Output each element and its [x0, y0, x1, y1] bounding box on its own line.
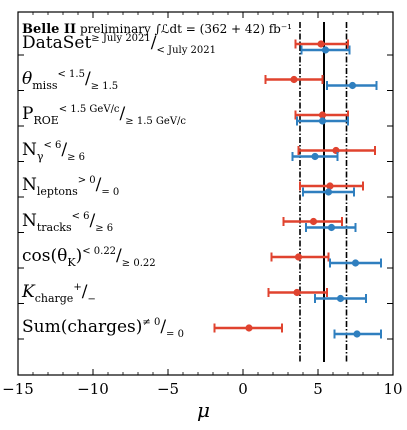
- category-split-lower: ≥ 1.5 GeV/c: [125, 116, 187, 127]
- category-split-upper: < 1.5 GeV/c: [58, 104, 120, 115]
- category-main-tail: ): [75, 246, 83, 266]
- red-point-7: [293, 288, 301, 297]
- category-main: N: [22, 175, 37, 195]
- luminosity-label: ∫ℒdt = (362 + 42) fb⁻¹: [154, 22, 292, 36]
- category-slash: /: [89, 210, 96, 231]
- experiment-name: Belle II: [22, 22, 77, 37]
- category-subscript: leptons: [36, 185, 78, 198]
- red-point-6: [294, 253, 303, 261]
- category-main: DataSet: [22, 33, 92, 53]
- category-slash: /: [84, 68, 91, 89]
- category-split-lower: < July 2021: [156, 45, 216, 56]
- status-label: preliminary: [79, 22, 151, 36]
- x-tick-label-2: −5: [157, 380, 179, 398]
- blue-point-4: [324, 188, 333, 196]
- category-split-lower: = 0: [166, 329, 184, 340]
- category-label: DataSet≥ July 2021/< July 2021: [22, 33, 216, 56]
- category-split-upper: < 6: [43, 139, 62, 151]
- category-slash: /: [119, 104, 126, 124]
- category-slash: /: [61, 139, 68, 160]
- category-split-lower: ≥ 0.22: [121, 258, 156, 269]
- red-point-4: [326, 182, 334, 190]
- blue-point-3: [311, 152, 319, 161]
- category-split-lower: ≥ 6: [95, 222, 114, 234]
- category-label: Sum(charges)≠ 0/= 0: [22, 317, 184, 340]
- category-split-upper: < 1.5: [57, 68, 85, 80]
- category-split-lower: ≥ 6: [67, 151, 86, 163]
- red-point-8: [245, 324, 253, 332]
- category-main: N: [22, 139, 37, 160]
- category-split-lower: = 0: [101, 187, 120, 198]
- data-marks: [213, 39, 382, 339]
- category-split-upper: > 0: [77, 175, 96, 186]
- blue-point-1: [348, 81, 357, 90]
- blue-point-8: [353, 330, 361, 338]
- blue-point-5: [327, 223, 336, 232]
- category-split-upper: ≠ 0: [142, 317, 161, 328]
- category-split-upper: < 6: [71, 210, 90, 222]
- category-main: K: [22, 281, 35, 302]
- category-slash: /: [95, 175, 102, 195]
- category-main: cos(θ: [22, 246, 68, 266]
- blue-point-6: [351, 259, 360, 267]
- x-tick-label-3: 0: [238, 380, 248, 398]
- category-main: Sum(charges): [22, 317, 143, 337]
- red-point-2: [318, 111, 327, 119]
- category-split-lower: ≥ 1.5: [90, 80, 119, 92]
- category-subscript: K: [67, 256, 76, 269]
- chart-title: Belle II preliminary ∫ℒdt = (362 + 42) f…: [22, 22, 292, 37]
- category-main: N: [22, 210, 37, 231]
- category-label: Nγ< 6/≥ 6: [22, 139, 85, 162]
- category-label: PROE< 1.5 GeV/c/≥ 1.5 GeV/c: [22, 104, 186, 127]
- category-split-upper: < 0.22: [82, 246, 117, 257]
- category-split-upper: +: [73, 281, 82, 293]
- category-label: cos(θK)< 0.22/≥ 0.22: [22, 246, 156, 269]
- category-label: Ntracks< 6/≥ 6: [22, 210, 113, 233]
- y-axis-ticks: [18, 54, 393, 340]
- category-label: Kcharge+/−: [22, 281, 96, 304]
- blue-point-2: [318, 117, 327, 125]
- red-point-5: [309, 217, 318, 226]
- red-point-0: [317, 40, 325, 48]
- category-slash: /: [81, 281, 88, 302]
- category-subscript: charge: [34, 291, 74, 305]
- category-split-lower: −: [87, 293, 96, 305]
- category-main: θ: [22, 68, 33, 89]
- category-subscript: tracks: [36, 220, 72, 234]
- category-subscript: ROE: [33, 114, 59, 127]
- category-split-upper: ≥ July 2021: [91, 33, 151, 44]
- x-tick-label-4: 5: [313, 380, 323, 398]
- x-tick-label-1: −10: [77, 380, 109, 398]
- x-tick-label-0: −15: [2, 380, 34, 398]
- category-label: θmiss< 1.5/≥ 1.5: [22, 68, 118, 91]
- blue-point-7: [336, 294, 345, 303]
- x-axis-label: μ: [197, 398, 210, 422]
- category-label: Nleptons> 0/= 0: [22, 175, 119, 198]
- category-subscript: miss: [32, 78, 58, 92]
- category-slash: /: [150, 33, 157, 53]
- category-slash: /: [160, 317, 167, 337]
- x-tick-label-5: 10: [383, 380, 402, 398]
- x-axis-ticks: −15 −10 −5 0 5 10: [2, 12, 403, 398]
- category-main: P: [22, 104, 34, 124]
- category-slash: /: [116, 246, 122, 266]
- plot-frame: [17, 11, 394, 376]
- category-subscript: γ: [36, 149, 44, 163]
- blue-point-0: [321, 46, 330, 54]
- red-point-1: [290, 75, 298, 84]
- red-point-3: [332, 146, 340, 155]
